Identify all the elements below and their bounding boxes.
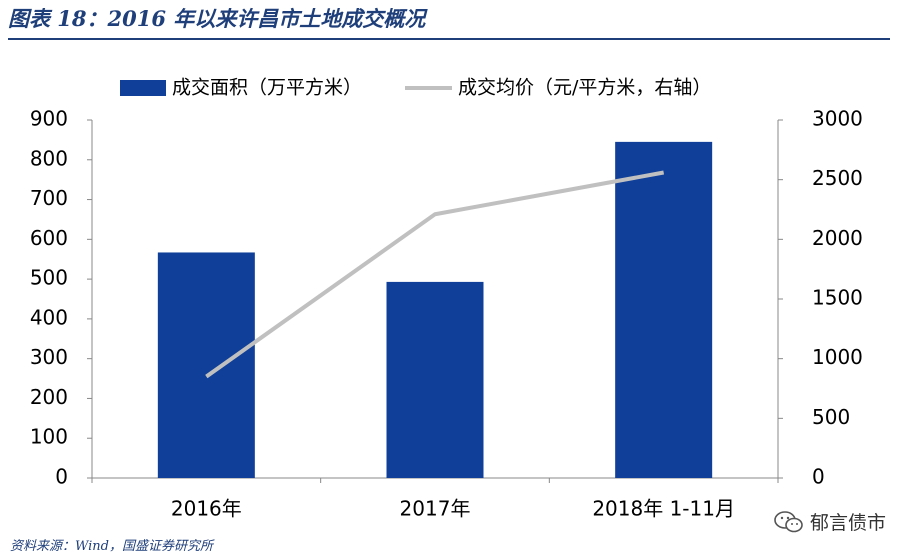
legend-swatch-bar <box>120 80 166 96</box>
left-tick-label: 800 <box>30 146 68 170</box>
left-tick-label: 500 <box>30 266 68 290</box>
right-tick-label: 1000 <box>812 345 863 369</box>
right-tick-label: 2500 <box>812 166 863 190</box>
x-tick-label: 2018年 1-11月 <box>592 497 735 521</box>
left-tick-label: 200 <box>30 385 68 409</box>
left-tick-label: 400 <box>30 305 68 329</box>
watermark: 郁言债市 <box>774 508 886 535</box>
bar <box>615 141 713 478</box>
left-tick-label: 100 <box>30 425 68 449</box>
x-tick-label: 2016年 <box>171 497 242 521</box>
legend-label-line: 成交均价（元/平方米，右轴） <box>458 77 711 99</box>
wechat-icon <box>774 510 803 532</box>
bar <box>157 252 255 478</box>
chart-title: 图表 18：2016 年以来许昌市土地成交概况 <box>8 6 426 31</box>
left-tick-label: 600 <box>30 226 68 250</box>
right-tick-label: 1500 <box>812 286 863 310</box>
left-tick-label: 300 <box>30 345 68 369</box>
left-tick-label: 900 <box>30 107 68 131</box>
watermark-text: 郁言债市 <box>809 512 886 534</box>
right-tick-label: 500 <box>812 405 850 429</box>
bar <box>386 281 484 478</box>
left-tick-label: 700 <box>30 186 68 210</box>
combo-chart: 0 100 200 300 400 500 600 700 800 900 0 500 1000 1500… <box>30 77 863 521</box>
title-divider <box>8 38 890 40</box>
right-tick-label: 2000 <box>812 226 863 250</box>
right-tick-label: 3000 <box>812 107 863 131</box>
source-note: 资料来源：Wind，国盛证券研究所 <box>10 539 213 554</box>
x-tick-label: 2017年 <box>400 497 471 521</box>
legend-label-bar: 成交面积（万平方米） <box>172 77 362 99</box>
right-tick-label: 0 <box>812 465 825 489</box>
left-tick-label: 0 <box>55 465 68 489</box>
